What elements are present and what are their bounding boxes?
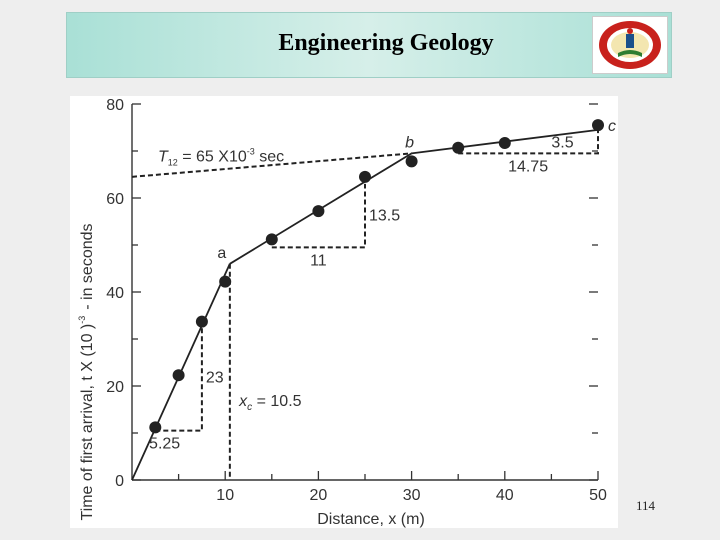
data-point: [265, 233, 278, 246]
refraction-travel-time-chart: 0 20 40 60 80 10 20 30 40 50 5.25 23 11 13.5 14.753.5…: [77, 97, 616, 528]
y-tick-label: 40: [106, 285, 124, 302]
slope-run-label: 11: [310, 252, 327, 269]
y-tick-label: 0: [115, 473, 124, 490]
intercept-time-annotation: T12 = 65 X10-3 sec: [158, 147, 284, 168]
data-point: [405, 155, 418, 168]
x-tick-label: 10: [216, 487, 234, 504]
slope-rise-label: 23: [206, 370, 224, 387]
data-point: [498, 137, 511, 150]
data-point: [195, 315, 208, 328]
data-point: [149, 421, 162, 434]
y-tick-label: 80: [106, 97, 124, 114]
data-point: [219, 275, 232, 288]
data-point: [172, 369, 185, 382]
data-point: [312, 205, 325, 218]
x-tick-label: 50: [589, 487, 607, 504]
slope-run-label: 14.75: [508, 158, 548, 175]
data-point: [592, 119, 604, 132]
x-tick-label: 40: [496, 487, 514, 504]
data-point: [452, 141, 465, 154]
point-label-a: a: [217, 245, 226, 262]
slope-rise-label: 3.5: [551, 135, 573, 152]
slope-rise-label: 13.5: [369, 207, 400, 224]
slope-triangle-3: [458, 129, 599, 155]
header-band: [66, 12, 672, 78]
y-axis-label: Time of first arrival, t X (10 )-3- in s…: [77, 223, 96, 520]
page-number: 114: [636, 498, 656, 513]
y-tick-label: 60: [106, 191, 124, 208]
x-tick-label: 30: [403, 487, 421, 504]
page-title: Engineering Geology: [278, 30, 494, 56]
university-seal-icon: [592, 16, 668, 74]
point-label-c: c: [608, 118, 616, 135]
y-tick-label: 20: [106, 379, 124, 396]
slope-run-label: 5.25: [149, 436, 180, 453]
x-tick-label: 20: [310, 487, 328, 504]
data-point: [359, 170, 371, 183]
point-label-b: b: [405, 134, 414, 151]
x-axis-label: Distance, x (m): [317, 511, 425, 528]
chart-panel: 0 20 40 60 80 10 20 30 40 50 5.25 23 11 13.5 14.75 3.5…: [70, 96, 618, 528]
crossover-annotation: xc = 10.5: [238, 393, 301, 413]
intercept-dashed-line: [131, 152, 412, 178]
